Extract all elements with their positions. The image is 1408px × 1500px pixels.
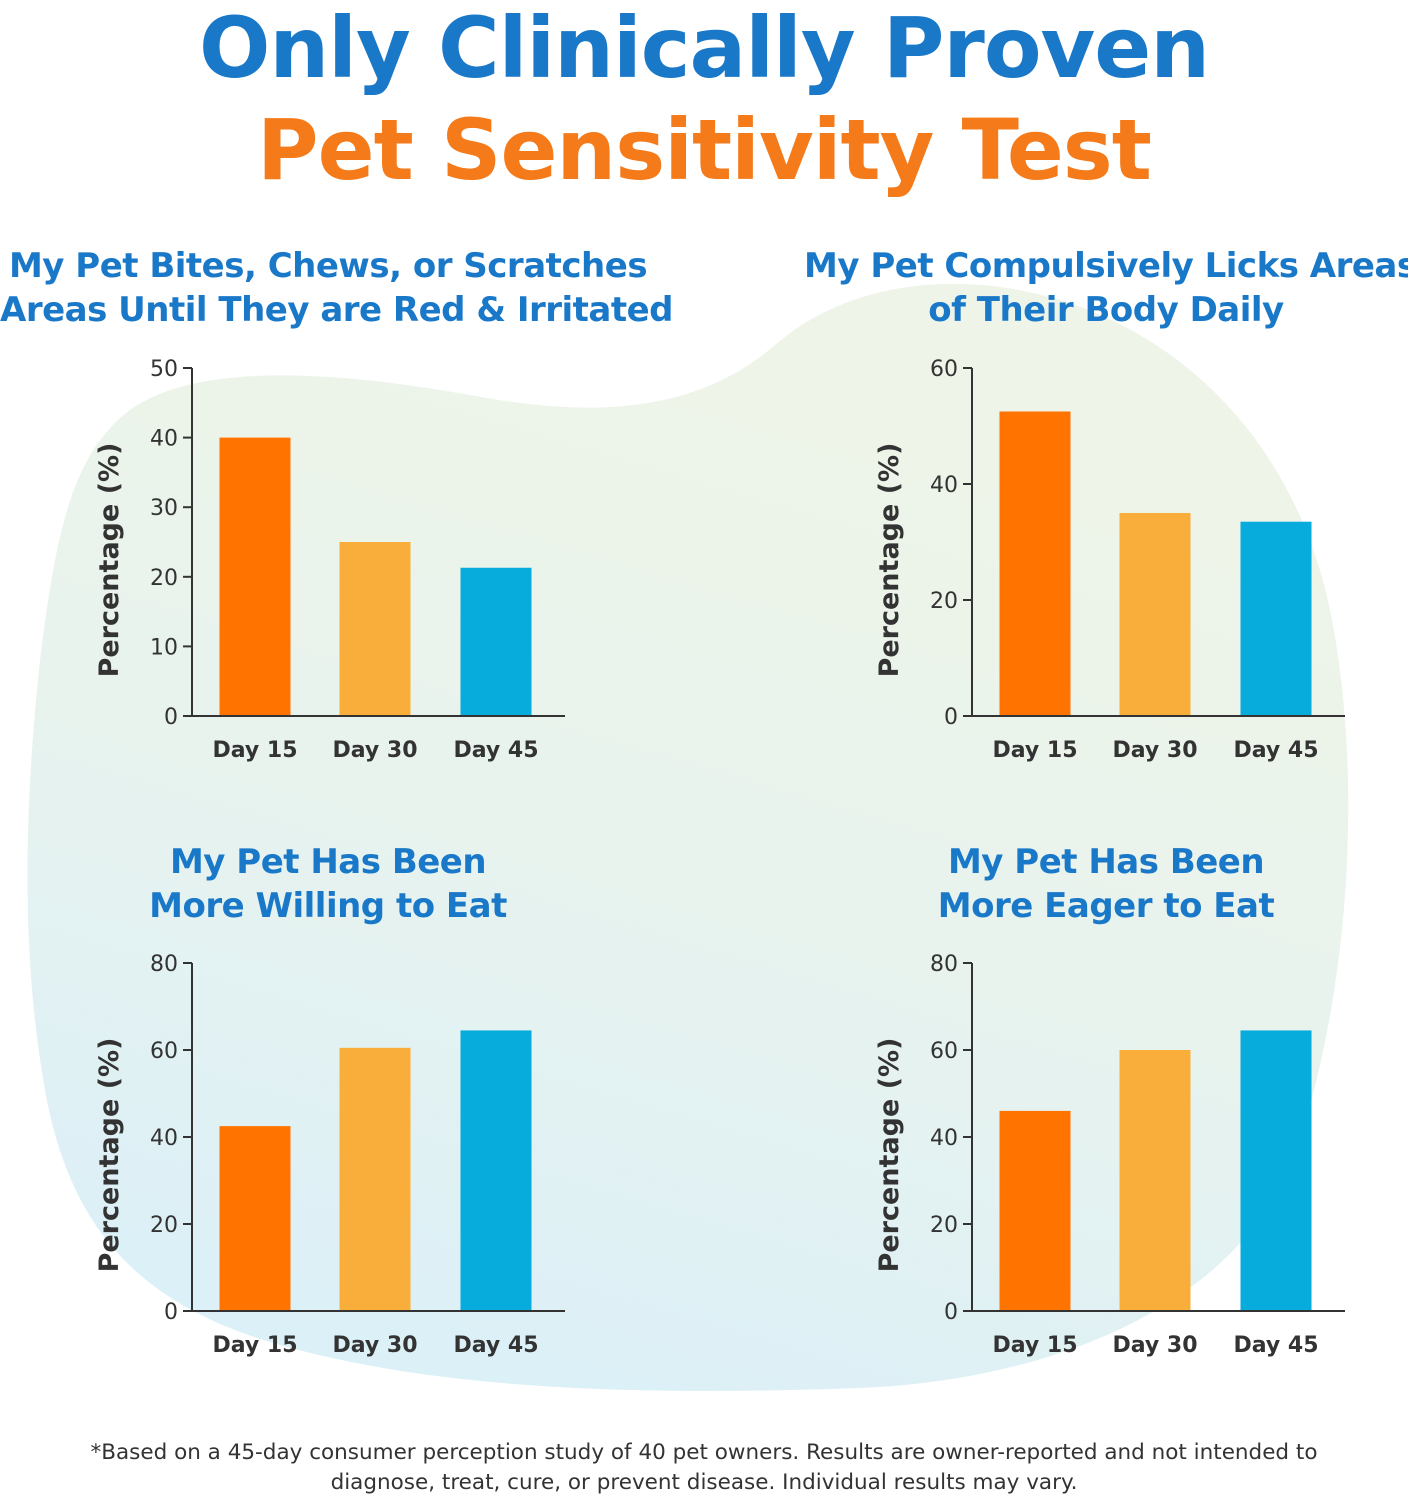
chart-2-title-line-2: of Their Body Daily (928, 290, 1284, 330)
chart-1-y-tick-label: 10 (150, 635, 178, 660)
chart-1-x-label: Day 45 (453, 738, 538, 763)
chart-3-y-tick-label: 20 (150, 1213, 178, 1238)
chart-4-y-tick-label: 20 (930, 1213, 958, 1238)
chart-4-y-tick-label: 0 (944, 1300, 958, 1325)
chart-4-title-line-1: My Pet Has Been (947, 842, 1265, 882)
chart-1-y-tick-label: 40 (150, 427, 178, 452)
chart-4-y-tick-label: 60 (930, 1039, 958, 1064)
chart-4-title-line-2: More Eager to Eat (937, 886, 1275, 926)
chart-1-y-tick-label: 0 (164, 705, 178, 730)
chart-3-x-label: Day 30 (332, 1333, 417, 1358)
chart-3-title-line-2: More Willing to Eat (149, 886, 507, 926)
chart-4-title: My Pet Has Been More Eager to Eat (804, 840, 1408, 928)
chart-4-y-tick-label: 80 (930, 952, 958, 977)
footnote-line-2: diagnose, treat, cure, or prevent diseas… (330, 1470, 1078, 1495)
footnote: *Based on a 45-day consumer perception s… (40, 1438, 1368, 1498)
chart-4-y-tick-label: 40 (930, 1126, 958, 1151)
chart-3-x-label: Day 15 (212, 1333, 297, 1358)
chart-4-x-label: Day 45 (1233, 1333, 1318, 1358)
chart-2-y-tick-label: 40 (930, 473, 958, 498)
chart-1-y-axis-label: Percentage (%) (94, 443, 125, 678)
headline-line-1: Only Clinically Proven (198, 0, 1210, 97)
chart-3-bar-day-15 (219, 1126, 291, 1311)
chart-4-bar-day-15 (999, 1110, 1071, 1311)
chart-2-x-label: Day 45 (1233, 738, 1318, 763)
chart-2-y-tick-label: 20 (930, 589, 958, 614)
chart-3-title-line-1: My Pet Has Been (169, 842, 487, 882)
chart-3-title: My Pet Has Been More Willing to Eat (0, 840, 656, 928)
chart-1-title: My Pet Bites, Chews, or Scratches Areas … (0, 244, 674, 332)
chart-1-x-label: Day 15 (212, 738, 297, 763)
chart-3-bar-day-30 (339, 1047, 411, 1311)
chart-2-bar-day-15 (999, 411, 1071, 716)
chart-3-y-axis-label: Percentage (%) (94, 1038, 125, 1273)
chart-1-title-line-2: Areas Until They are Red & Irritated (0, 290, 674, 330)
chart-1-x-label: Day 30 (332, 738, 417, 763)
chart-2-x-label: Day 15 (992, 738, 1077, 763)
chart-1-y-tick-label: 30 (150, 496, 178, 521)
chart-2-y-tick-label: 0 (944, 705, 958, 730)
headline-line-2: Pet Sensitivity Test (257, 101, 1152, 199)
chart-3-plot: 0 20 40 60 80 Day 15 Day 30 Day 45 Percentage (%… (94, 952, 565, 1358)
chart-2-plot: 0 20 40 60 Day 15 Day 30 Day 45 Percentage (%) (874, 357, 1345, 763)
chart-3-y-tick-label: 80 (150, 952, 178, 977)
chart-2-y-tick-label: 60 (930, 357, 958, 382)
chart-2-y-axis-label: Percentage (%) (874, 443, 905, 678)
chart-1-y-tick-label: 50 (150, 357, 178, 382)
chart-2-x-label: Day 30 (1112, 738, 1197, 763)
chart-2-title-line-1: My Pet Compulsively Licks Areas (804, 246, 1408, 286)
chart-3-y-tick-label: 0 (164, 1300, 178, 1325)
footnote-line-1: *Based on a 45-day consumer perception s… (90, 1440, 1318, 1465)
chart-3-x-label: Day 45 (453, 1333, 538, 1358)
chart-2-bar-day-45 (1240, 521, 1312, 716)
chart-2-bar-day-30 (1119, 513, 1191, 716)
chart-4-bar-day-30 (1119, 1050, 1191, 1311)
chart-3-y-tick-label: 60 (150, 1039, 178, 1064)
chart-2-title: My Pet Compulsively Licks Areas of Their… (804, 244, 1408, 332)
chart-4-y-axis-label: Percentage (%) (874, 1038, 905, 1273)
chart-1-y-tick-label: 20 (150, 566, 178, 591)
chart-1-plot: 0 10 20 30 40 50 Day 15 Day 30 Day 45 Percentage … (94, 357, 565, 763)
chart-1-bar-day-30 (339, 542, 411, 716)
chart-4-x-label: Day 15 (992, 1333, 1077, 1358)
chart-1-bar-day-45 (460, 567, 532, 716)
chart-3-y-tick-label: 40 (150, 1126, 178, 1151)
chart-1-bar-day-15 (219, 437, 291, 716)
chart-1-title-line-1: My Pet Bites, Chews, or Scratches (8, 246, 648, 286)
chart-4-x-label: Day 30 (1112, 1333, 1197, 1358)
chart-3-bar-day-45 (460, 1030, 532, 1311)
chart-4-plot: 0 20 40 60 80 Day 15 Day 30 Day 45 Percentage (%… (874, 952, 1345, 1358)
chart-4-bar-day-45 (1240, 1030, 1312, 1311)
